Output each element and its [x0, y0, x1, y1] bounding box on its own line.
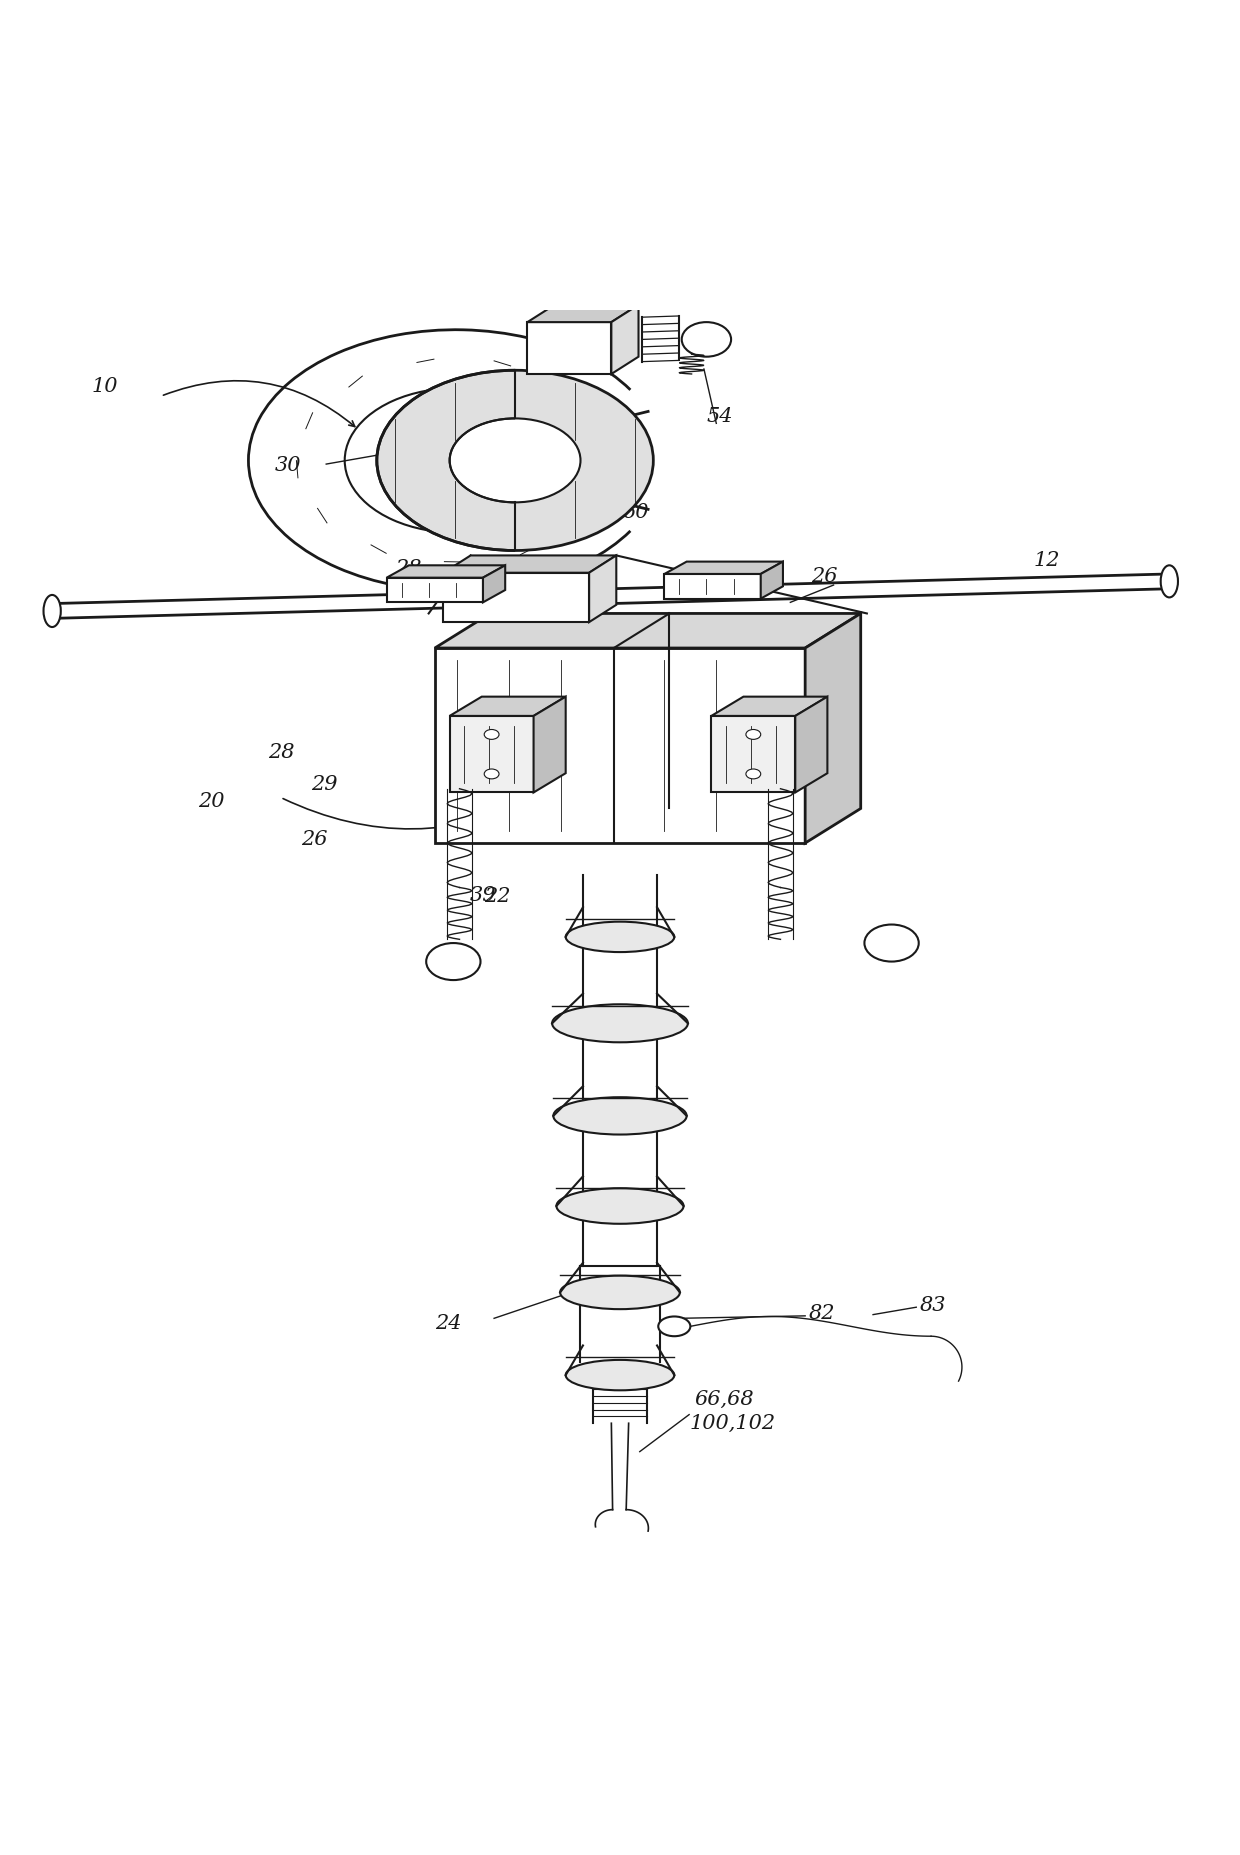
Ellipse shape: [552, 1005, 688, 1043]
Ellipse shape: [746, 731, 760, 740]
Polygon shape: [482, 566, 505, 603]
Ellipse shape: [682, 323, 732, 358]
Polygon shape: [527, 323, 611, 375]
Polygon shape: [444, 573, 589, 623]
Text: 29: 29: [311, 774, 337, 794]
Ellipse shape: [450, 419, 580, 503]
Text: 10: 10: [92, 377, 118, 395]
Ellipse shape: [43, 595, 61, 627]
Polygon shape: [611, 306, 639, 375]
Polygon shape: [450, 716, 533, 794]
Text: 82: 82: [808, 1304, 836, 1323]
Polygon shape: [795, 697, 827, 794]
Ellipse shape: [565, 1360, 675, 1391]
Ellipse shape: [484, 770, 498, 779]
Text: 60: 60: [622, 503, 649, 521]
Polygon shape: [435, 649, 805, 844]
Polygon shape: [712, 697, 827, 716]
Polygon shape: [450, 697, 565, 716]
Ellipse shape: [484, 731, 498, 740]
Ellipse shape: [427, 944, 481, 981]
Text: 12: 12: [1033, 551, 1060, 569]
Polygon shape: [387, 566, 505, 579]
Polygon shape: [760, 562, 782, 599]
Text: 30: 30: [274, 456, 301, 475]
Text: 22: 22: [484, 887, 511, 905]
Text: 26: 26: [811, 568, 838, 586]
Polygon shape: [712, 716, 795, 794]
Polygon shape: [533, 697, 565, 794]
Polygon shape: [52, 575, 1169, 620]
Text: 20: 20: [198, 792, 224, 811]
Polygon shape: [444, 556, 616, 573]
Ellipse shape: [557, 1189, 683, 1224]
Text: 28: 28: [268, 742, 295, 761]
Ellipse shape: [658, 1317, 691, 1336]
Text: 28: 28: [396, 558, 422, 577]
Polygon shape: [435, 614, 861, 649]
Polygon shape: [527, 306, 639, 323]
Ellipse shape: [1161, 566, 1178, 597]
Ellipse shape: [377, 371, 653, 551]
Polygon shape: [665, 562, 782, 575]
Text: 44: 44: [627, 885, 653, 905]
Text: 100,102: 100,102: [689, 1414, 775, 1432]
Text: 24: 24: [435, 1313, 461, 1332]
Ellipse shape: [864, 926, 919, 963]
Polygon shape: [387, 579, 482, 603]
Text: 26: 26: [301, 829, 329, 850]
Text: 39: 39: [470, 885, 496, 905]
Polygon shape: [805, 614, 861, 844]
Text: 54: 54: [707, 406, 733, 425]
Text: 29: 29: [796, 807, 823, 827]
Ellipse shape: [560, 1276, 680, 1310]
Polygon shape: [589, 556, 616, 623]
Text: 83: 83: [920, 1295, 946, 1313]
Ellipse shape: [553, 1098, 687, 1135]
Ellipse shape: [746, 770, 760, 779]
Text: 32: 32: [533, 467, 560, 488]
Ellipse shape: [565, 922, 675, 953]
Polygon shape: [665, 575, 760, 599]
Text: 66,68: 66,68: [694, 1389, 754, 1408]
